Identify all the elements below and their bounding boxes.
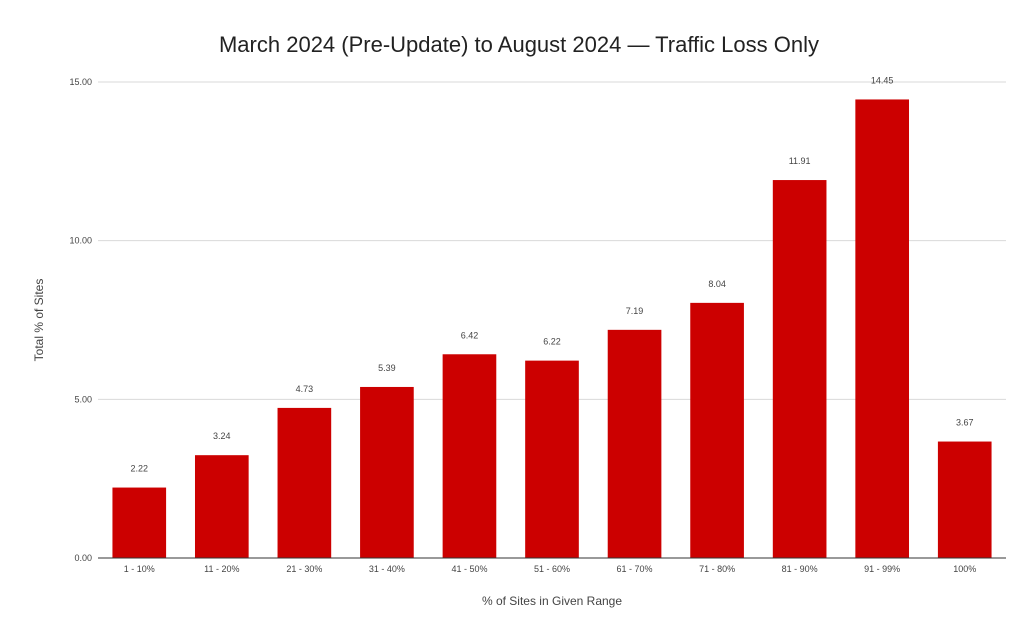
data-label: 3.24 — [213, 431, 231, 441]
x-tick-label: 61 - 70% — [617, 564, 653, 574]
chart-title: March 2024 (Pre-Update) to August 2024 —… — [219, 32, 819, 57]
bars — [112, 99, 992, 558]
y-tick-label: 0.00 — [74, 553, 92, 563]
bar — [360, 386, 414, 558]
x-tick-label: 31 - 40% — [369, 564, 405, 574]
bar — [937, 441, 992, 558]
bar — [772, 180, 827, 558]
data-label: 8.04 — [708, 279, 726, 289]
x-tick-label: 41 - 50% — [451, 564, 487, 574]
bar — [607, 329, 662, 558]
data-labels: 2.22 3.24 4.73 5.39 6.42 6.22 7.19 8.04 11.91 14.… — [131, 75, 974, 473]
bar — [277, 407, 332, 558]
data-label: 4.73 — [296, 384, 314, 394]
bar — [855, 99, 910, 558]
bar — [525, 360, 579, 558]
x-tick-label: 1 - 10% — [124, 564, 155, 574]
data-label: 7.19 — [626, 306, 644, 316]
data-label: 6.42 — [461, 330, 479, 340]
data-label: 6.22 — [543, 337, 561, 347]
data-label: 2.22 — [131, 464, 149, 474]
data-label: 11.91 — [789, 156, 811, 166]
x-axis-ticks: 1 - 10% 11 - 20% 21 - 30% 31 - 40% 41 - 50% 5… — [124, 564, 976, 574]
y-tick-label: 15.00 — [69, 77, 92, 87]
x-tick-label: 21 - 30% — [286, 564, 322, 574]
data-label: 14.45 — [871, 75, 894, 85]
x-axis-title: % of Sites in Given Range — [482, 594, 622, 608]
y-axis-title: Total % of Sites — [32, 279, 46, 362]
x-tick-label: 91 - 99% — [864, 564, 900, 574]
data-label: 5.39 — [378, 363, 396, 373]
y-axis-ticks: 0.00 5.00 10.00 15.00 — [69, 77, 92, 563]
bar — [442, 354, 497, 558]
x-tick-label: 81 - 90% — [782, 564, 818, 574]
x-tick-label: 11 - 20% — [204, 564, 239, 574]
bar — [690, 302, 744, 558]
y-tick-label: 5.00 — [74, 394, 92, 404]
bar — [112, 487, 167, 558]
bar — [194, 455, 249, 558]
data-label: 3.67 — [956, 418, 974, 428]
x-tick-label: 71 - 80% — [699, 564, 735, 574]
y-tick-label: 10.00 — [69, 236, 92, 246]
x-tick-label: 51 - 60% — [534, 564, 570, 574]
x-tick-label: 100% — [953, 564, 976, 574]
